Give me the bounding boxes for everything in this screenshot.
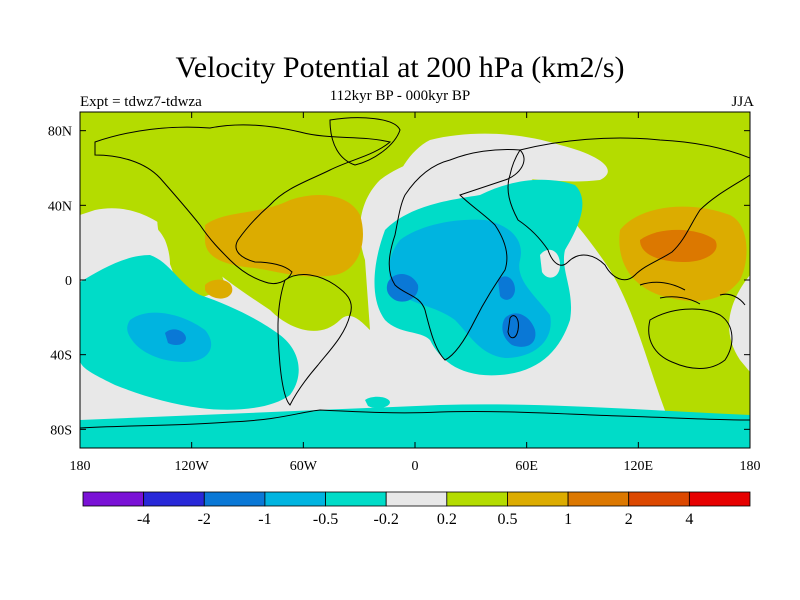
madagascar-coast	[507, 315, 519, 339]
colorbar-swatch	[385, 491, 448, 507]
lat-tick-label: 40N	[48, 199, 72, 214]
india-neutral	[540, 249, 560, 278]
colorbar-label: 0.5	[497, 511, 517, 528]
lat-tick-label: 80N	[48, 125, 72, 140]
contour-fill	[80, 112, 750, 448]
lat-tick-label: 40S	[50, 349, 72, 364]
arabian-minimum	[498, 276, 515, 300]
coastlines	[80, 117, 750, 429]
colorbar: -4 -2 -1 -0.5 -0.2 0.2 0.5 1 2 4	[82, 491, 751, 528]
greenland-coast	[329, 117, 401, 166]
colorbar-swatch	[325, 491, 387, 507]
colorbar-swatch	[264, 491, 326, 507]
colorbar-label: 4	[685, 511, 693, 528]
north-atlantic-positive	[205, 195, 363, 277]
colorbar-label: 0.2	[437, 511, 457, 528]
pacific-small-positive	[205, 279, 233, 299]
antarctica-coast	[80, 409, 750, 429]
colorbar-swatch	[507, 491, 569, 507]
colorbar-swatch	[143, 491, 205, 507]
east-africa-minimum	[502, 313, 536, 347]
colorbar-label: -0.2	[374, 511, 399, 528]
southern-ocean-negative	[80, 404, 750, 448]
colorbar-swatch	[82, 491, 145, 507]
season-label: JJA	[731, 94, 754, 110]
lon-tick-label: 60E	[515, 459, 538, 474]
asia-coast	[507, 137, 750, 281]
south-america-coast	[277, 274, 352, 406]
lat-tick-label: 0	[65, 274, 72, 289]
colorbar-swatch	[688, 491, 751, 507]
lat-tick-label: 80S	[50, 423, 72, 438]
lon-tick-label: 120W	[175, 459, 210, 474]
plot-title: Velocity Potential at 200 hPa (km2/s)	[175, 51, 625, 84]
lon-tick-label: 0	[412, 459, 419, 474]
colorbar-label: -0.5	[313, 511, 338, 528]
colorbar-label: 1	[564, 511, 572, 528]
south-atlantic-small-negative	[365, 396, 390, 409]
colorbar-label: -2	[198, 511, 211, 528]
axes: 80N 40N 0 40S 80S 180 120W 60W 0 60E 120E 180	[48, 112, 761, 474]
colorbar-label: 2	[625, 511, 633, 528]
lon-tick-label: 120E	[624, 459, 654, 474]
colorbar-swatch	[446, 491, 508, 507]
colorbar-label: -1	[258, 511, 271, 528]
colorbar-swatch	[567, 491, 630, 507]
lon-tick-label: 180	[70, 459, 91, 474]
west-pacific-strong-positive	[640, 229, 717, 262]
lon-tick-label: 180	[740, 459, 761, 474]
experiment-label: Expt = tdwz7-tdwza	[80, 94, 202, 110]
north-positive-band	[80, 112, 750, 448]
maritime-continent-coast	[639, 281, 746, 306]
australia-coast	[648, 308, 733, 369]
colorbar-label: -4	[137, 511, 150, 528]
lon-tick-label: 60W	[290, 459, 318, 474]
plot-subtitle: 112kyr BP - 000kyr BP	[329, 88, 471, 104]
north-america-coast	[94, 124, 392, 285]
south-pacific-minimum	[165, 329, 186, 346]
colorbar-swatch	[203, 491, 266, 507]
colorbar-swatch	[628, 491, 690, 507]
europe-neutral	[389, 133, 608, 223]
